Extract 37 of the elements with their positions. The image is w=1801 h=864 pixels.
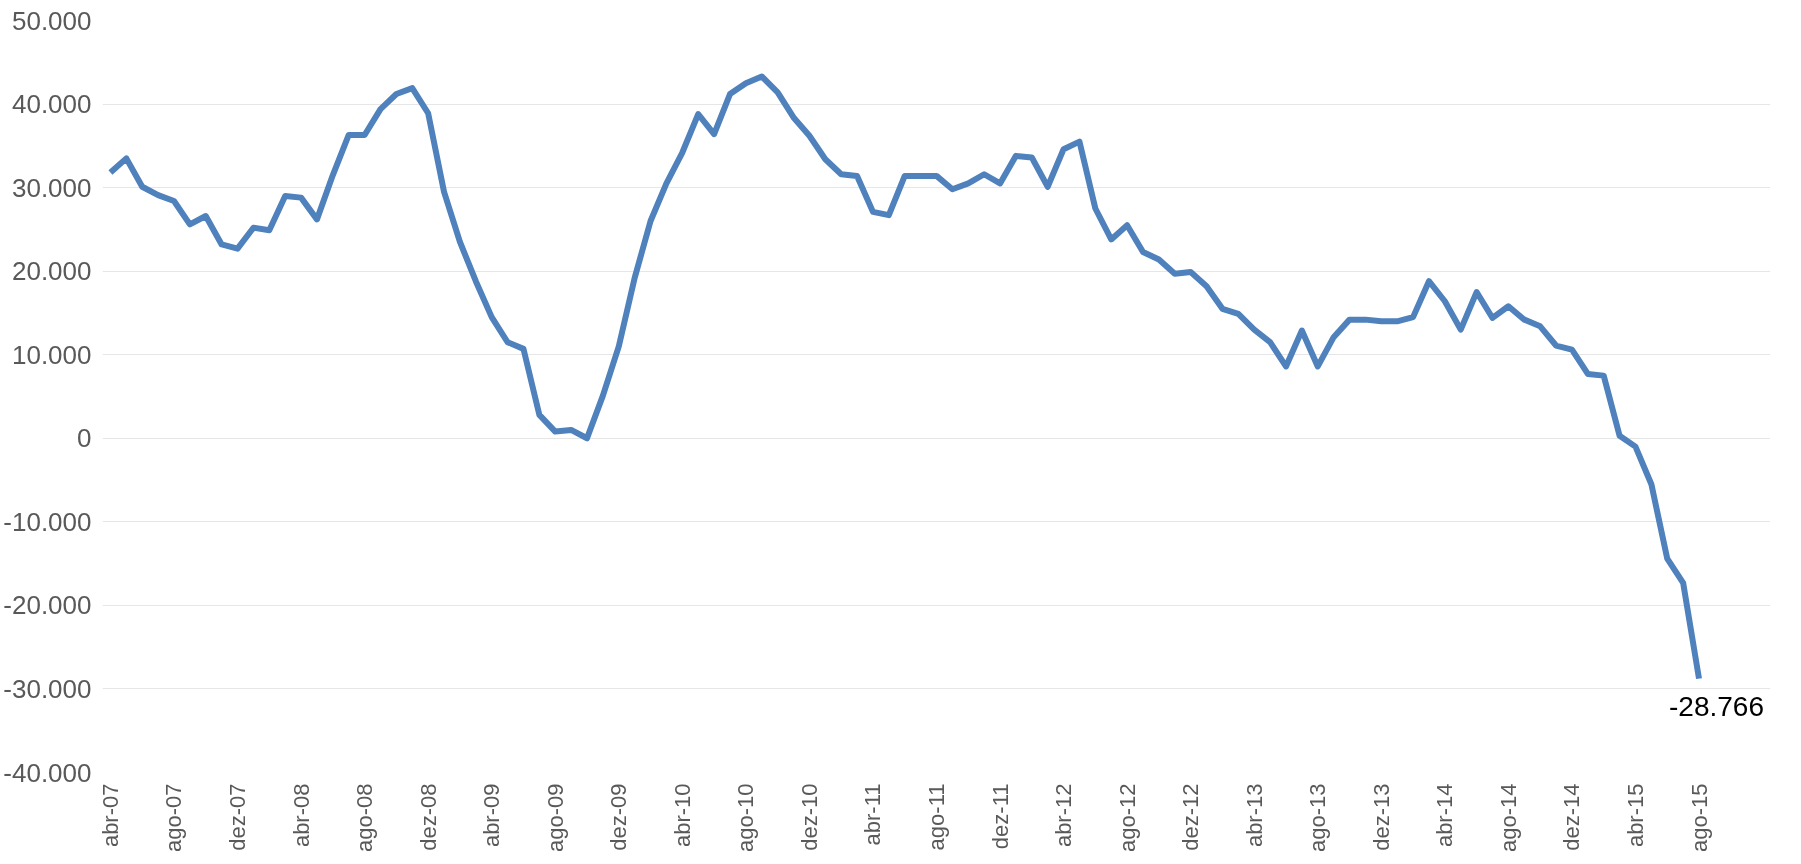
x-tick-label: ago-15 bbox=[1686, 783, 1712, 852]
annotation: -28.766 bbox=[1669, 690, 1764, 722]
x-tick-label: dez-12 bbox=[1178, 783, 1204, 851]
y-tick-label: -30.000 bbox=[3, 673, 92, 704]
x-tick-label: ago-14 bbox=[1495, 783, 1521, 852]
y-tick-label: 20.000 bbox=[11, 256, 92, 287]
x-tick-label: dez-07 bbox=[225, 783, 251, 851]
y-tick-label: 50.000 bbox=[11, 5, 92, 36]
x-tick-label: abr-13 bbox=[1241, 783, 1267, 848]
x-tick-label: abr-09 bbox=[479, 783, 505, 848]
x-tick-label: ago-12 bbox=[1114, 783, 1140, 852]
x-tick-label: ago-11 bbox=[924, 783, 949, 851]
x-tick-label: ago-13 bbox=[1305, 783, 1331, 852]
x-tick-label: abr-08 bbox=[288, 783, 314, 848]
x-tick-label: abr-14 bbox=[1432, 783, 1458, 848]
x-tick-label: dez-11 bbox=[987, 783, 1013, 850]
x-tick-label: abr-15 bbox=[1622, 783, 1648, 848]
x-tick-label: dez-10 bbox=[796, 783, 822, 851]
x-tick-label: dez-08 bbox=[415, 783, 441, 851]
y-tick-label: 40.000 bbox=[11, 89, 92, 120]
x-tick-label: ago-07 bbox=[161, 783, 187, 852]
x-tick-label: abr-07 bbox=[97, 783, 123, 848]
y-tick-label: 10.000 bbox=[11, 339, 92, 370]
x-tick-label: abr-10 bbox=[669, 783, 695, 848]
x-tick-label: dez-09 bbox=[606, 783, 632, 851]
x-tick-label: ago-08 bbox=[352, 783, 378, 852]
x-tick-label: ago-09 bbox=[542, 783, 568, 852]
x-tick-label: dez-13 bbox=[1368, 783, 1394, 851]
y-tick-label: -20.000 bbox=[3, 590, 92, 621]
x-tick-label: abr-11 bbox=[860, 783, 886, 846]
x-tick-label: dez-14 bbox=[1559, 783, 1585, 851]
y-tick-label: 0 bbox=[77, 423, 92, 454]
y-tick-label: -10.000 bbox=[3, 506, 92, 537]
x-tick-label: ago-10 bbox=[733, 783, 759, 852]
y-tick-label: -40.000 bbox=[3, 757, 92, 788]
x-tick-label: abr-12 bbox=[1051, 783, 1077, 848]
y-tick-label: 30.000 bbox=[11, 172, 92, 203]
